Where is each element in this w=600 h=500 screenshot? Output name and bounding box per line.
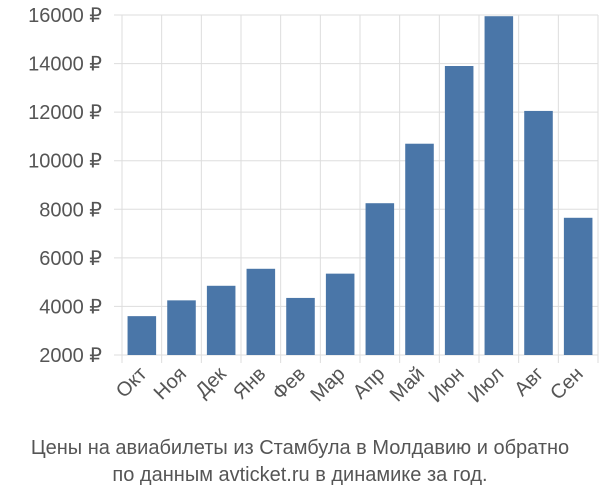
- x-tick-label: Апр: [349, 363, 390, 404]
- y-tick-label: 6000 ₽: [39, 248, 102, 270]
- x-tick-label: Дек: [192, 363, 231, 402]
- x-tick-label: Июн: [425, 363, 469, 407]
- x-tick-label: Мар: [306, 363, 349, 406]
- y-tick-label: 14000 ₽: [28, 54, 102, 76]
- y-tick-label: 4000 ₽: [39, 296, 102, 318]
- bar-Мар: [325, 273, 355, 355]
- bar-Окт: [127, 316, 157, 355]
- y-tick-label: 16000 ₽: [28, 5, 102, 27]
- x-tick-label: Авг: [510, 363, 548, 401]
- y-tick-label: 10000 ₽: [28, 151, 102, 173]
- chart-caption-line-2: по данным avticket.ru в динамике за год.: [112, 464, 488, 486]
- bar-Сен: [563, 217, 593, 355]
- bar-layer: [127, 16, 593, 355]
- bar-Янв: [246, 268, 276, 355]
- chart-caption-line-1: Цены на авиабилеты из Стамбула в Молдави…: [30, 437, 570, 459]
- x-tick-label: Янв: [229, 363, 270, 404]
- bar-Май: [405, 143, 434, 355]
- y-axis-tick-labels: 2000 ₽ 4000 ₽ 6000 ₽ 8000 ₽ 10000 ₽ 12000 ₽ 14…: [28, 5, 102, 367]
- bar-Дек: [206, 285, 236, 355]
- x-tick-label: Фев: [268, 363, 310, 405]
- y-tick-label: 12000 ₽: [28, 102, 102, 124]
- x-tick-label: Окт: [112, 363, 151, 402]
- x-tick-label: Май: [386, 363, 429, 406]
- bar-Апр: [365, 203, 395, 355]
- y-tick-label: 2000 ₽: [39, 345, 102, 367]
- bar-Июл: [484, 16, 514, 355]
- x-tick-label: Июл: [464, 363, 508, 407]
- y-tick-label: 8000 ₽: [39, 199, 102, 221]
- x-tick-label: Ноя: [150, 363, 191, 404]
- bar-Фев: [286, 297, 315, 355]
- grid-layer: [114, 14, 599, 363]
- bar-Ноя: [167, 300, 196, 355]
- bar-Авг: [524, 110, 553, 355]
- x-tick-label: Сен: [546, 363, 587, 404]
- bar-Июн: [444, 66, 474, 355]
